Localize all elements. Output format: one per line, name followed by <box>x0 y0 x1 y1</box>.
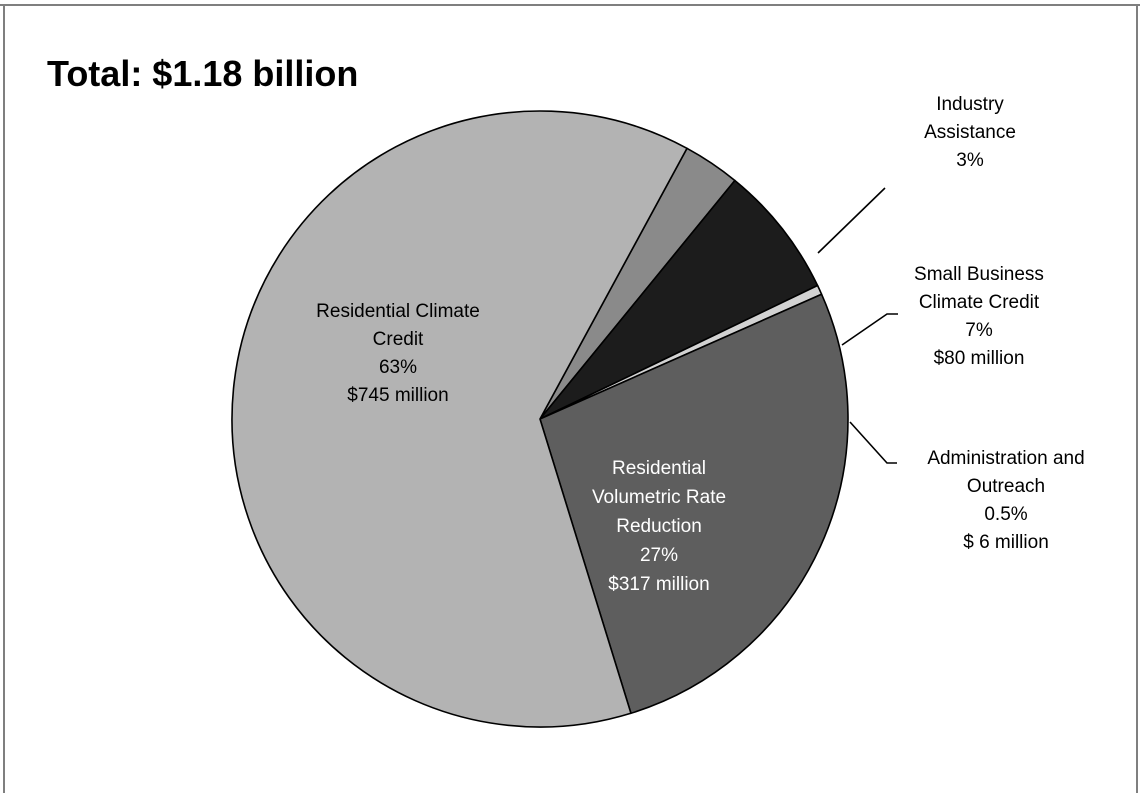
label-industry: Industry Assistance 3% <box>924 94 1016 171</box>
label-line-industry-2: 3% <box>956 150 984 171</box>
label-line-small-business-0: Small Business <box>914 264 1044 285</box>
label-line-small-business-1: Climate Credit <box>919 292 1040 313</box>
label-volumetric: Residential Volumetric Rate Reduction 27% $3… <box>592 458 726 595</box>
label-line-residential-credit-3: $745 million <box>347 385 448 406</box>
leader-line-admin <box>849 421 897 464</box>
label-line-volumetric-2: Reduction <box>616 516 702 537</box>
label-line-admin-1: Outreach <box>967 476 1045 497</box>
label-line-volumetric-1: Volumetric Rate <box>592 487 726 508</box>
label-residential-credit: Residential Climate Credit 63% $745 million <box>316 301 480 406</box>
label-line-volumetric-0: Residential <box>612 458 706 479</box>
label-line-small-business-2: 7% <box>965 320 993 341</box>
label-line-residential-credit-0: Residential Climate <box>316 301 480 322</box>
label-line-volumetric-3: 27% <box>640 545 678 566</box>
leader-line-industry <box>817 187 886 254</box>
label-line-volumetric-4: $317 million <box>608 574 709 595</box>
pie-slice-volumetric <box>539 293 849 715</box>
label-line-admin-2: 0.5% <box>984 504 1027 525</box>
chart-title: Total: $1.18 billion <box>47 53 358 94</box>
pie-slice-residential-credit <box>231 110 688 728</box>
leader-line-small-business <box>841 313 898 346</box>
label-admin: Administration and Outreach 0.5% $ 6 millio… <box>927 448 1084 553</box>
pie-slice-small-business <box>539 179 819 420</box>
label-line-admin-0: Administration and <box>927 448 1084 469</box>
label-small-business: Small Business Climate Credit 7% $80 millio… <box>914 264 1044 369</box>
label-line-industry-0: Industry <box>936 94 1004 115</box>
label-line-industry-1: Assistance <box>924 122 1016 143</box>
label-line-residential-credit-2: 63% <box>379 357 417 378</box>
label-line-admin-3: $ 6 million <box>963 532 1049 553</box>
label-line-residential-credit-1: Credit <box>373 329 424 350</box>
label-line-small-business-3: $80 million <box>934 348 1025 369</box>
pie-slices <box>231 110 849 728</box>
